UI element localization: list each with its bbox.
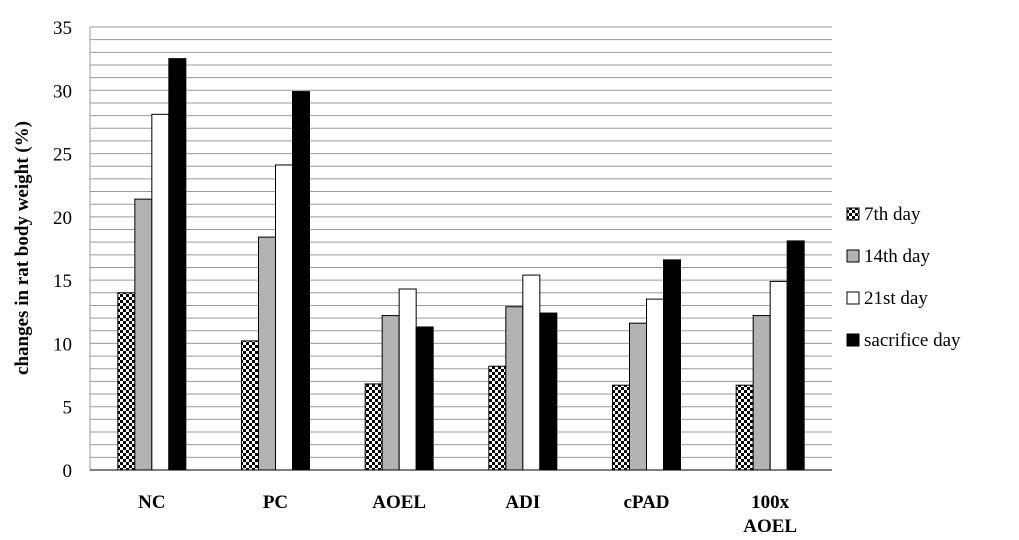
- bar: [275, 164, 293, 471]
- legend-swatch: [846, 249, 860, 263]
- gridlines: [89, 26, 832, 470]
- bar: [415, 326, 434, 471]
- x-category-label: AOEL: [372, 492, 426, 513]
- x-axis: NC PC AOEL ADI cPAD 100x AOEL: [90, 469, 832, 537]
- bar: [786, 240, 805, 471]
- bar: [381, 315, 400, 471]
- bar: [646, 298, 664, 471]
- bar: [539, 312, 558, 471]
- bar: [488, 365, 507, 471]
- y-axis: 0 5 10 15 20 25 30 35: [53, 18, 72, 482]
- y-tick-label: 0: [63, 461, 73, 482]
- x-category-label: PC: [263, 492, 288, 513]
- legend-label: 14th day: [864, 246, 930, 267]
- bar: [629, 322, 647, 471]
- bar: [735, 384, 754, 471]
- legend-label: 21st day: [864, 288, 928, 309]
- bar: [258, 236, 276, 471]
- x-category-label: ADI: [505, 492, 540, 513]
- y-tick-label: 15: [53, 271, 72, 292]
- bar: [522, 274, 541, 471]
- x-category-label: cPAD: [623, 492, 669, 513]
- bar: [364, 383, 383, 471]
- y-tick-label: 25: [53, 145, 72, 166]
- bar: [398, 288, 417, 471]
- y-tick-label: 30: [53, 81, 72, 102]
- legend-swatch: [846, 291, 860, 305]
- y-tick-label: 5: [63, 398, 73, 419]
- bar: [292, 91, 310, 471]
- legend-swatch: [846, 333, 860, 347]
- y-tick-label: 10: [53, 334, 72, 355]
- bar: [663, 259, 681, 471]
- plot-area: [117, 58, 805, 471]
- y-tick-label: 20: [53, 208, 72, 229]
- legend-label: sacrifice day: [864, 330, 961, 351]
- x-category-label: AOEL: [743, 516, 797, 537]
- bar: [769, 280, 788, 471]
- x-category-label: NC: [138, 492, 165, 513]
- bar: [151, 113, 170, 471]
- bar: [505, 306, 524, 471]
- legend: 7th day 14th day 21st day sacrifice day: [846, 204, 961, 351]
- bar: [134, 198, 153, 471]
- x-category-label: 100x: [751, 492, 790, 513]
- legend-swatch: [846, 207, 860, 221]
- bar: [168, 58, 187, 471]
- bar: [752, 315, 771, 471]
- y-tick-label: 35: [53, 18, 72, 39]
- bar: [612, 384, 630, 471]
- y-axis-title: changes in rat body weight (%): [12, 121, 33, 375]
- bar: [117, 292, 136, 471]
- bar: [241, 340, 259, 471]
- legend-label: 7th day: [864, 204, 921, 225]
